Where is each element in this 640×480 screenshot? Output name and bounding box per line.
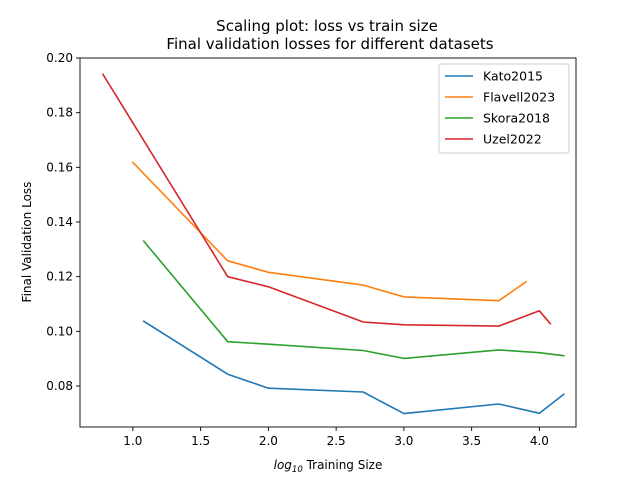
x-tick-label: 2.5 <box>327 434 346 448</box>
y-axis-ticks: 0.08 0.10 0.12 0.14 0.16 0.18 0.20 <box>46 51 80 393</box>
y-tick-label: 0.08 <box>46 379 73 393</box>
x-tick-label: 3.0 <box>394 434 413 448</box>
y-tick-label: 0.18 <box>46 106 73 120</box>
x-tick-label: 1.5 <box>191 434 210 448</box>
legend-label: Skora2018 <box>483 111 550 126</box>
y-axis-label: Final Validation Loss <box>20 182 34 303</box>
x-axis-ticks: 1.0 1.5 2.0 2.5 3.0 3.5 4.0 <box>123 427 549 448</box>
series-line-kato2015 <box>142 320 565 415</box>
y-tick-label: 0.10 <box>46 324 73 338</box>
legend-box <box>438 63 570 154</box>
plot-area <box>79 57 577 428</box>
x-tick-label: 4.0 <box>530 434 549 448</box>
y-tick-label: 0.20 <box>46 51 73 65</box>
legend: Kato2015 Flavell2023 Skora2018 Uzel2022 <box>438 63 570 154</box>
x-tick-label: 3.5 <box>462 434 481 448</box>
x-axis-label: log10 Training Size <box>274 458 383 475</box>
plot-frame <box>79 57 577 428</box>
chart-subtitle: Final validation losses for different da… <box>166 35 493 53</box>
chart-title: Scaling plot: loss vs train size <box>216 17 438 35</box>
y-tick-label: 0.14 <box>46 215 73 229</box>
legend-label: Flavell2023 <box>483 90 555 105</box>
x-tick-label: 2.0 <box>259 434 278 448</box>
legend-label: Kato2015 <box>483 69 543 84</box>
series-line-flavell2023 <box>131 161 528 302</box>
y-tick-label: 0.12 <box>46 270 73 284</box>
y-tick-label: 0.16 <box>46 160 73 174</box>
series-line-skora2018 <box>142 239 565 360</box>
series-line-uzel2022 <box>101 73 552 327</box>
legend-label: Uzel2022 <box>483 132 542 147</box>
x-tick-label: 1.0 <box>123 434 142 448</box>
